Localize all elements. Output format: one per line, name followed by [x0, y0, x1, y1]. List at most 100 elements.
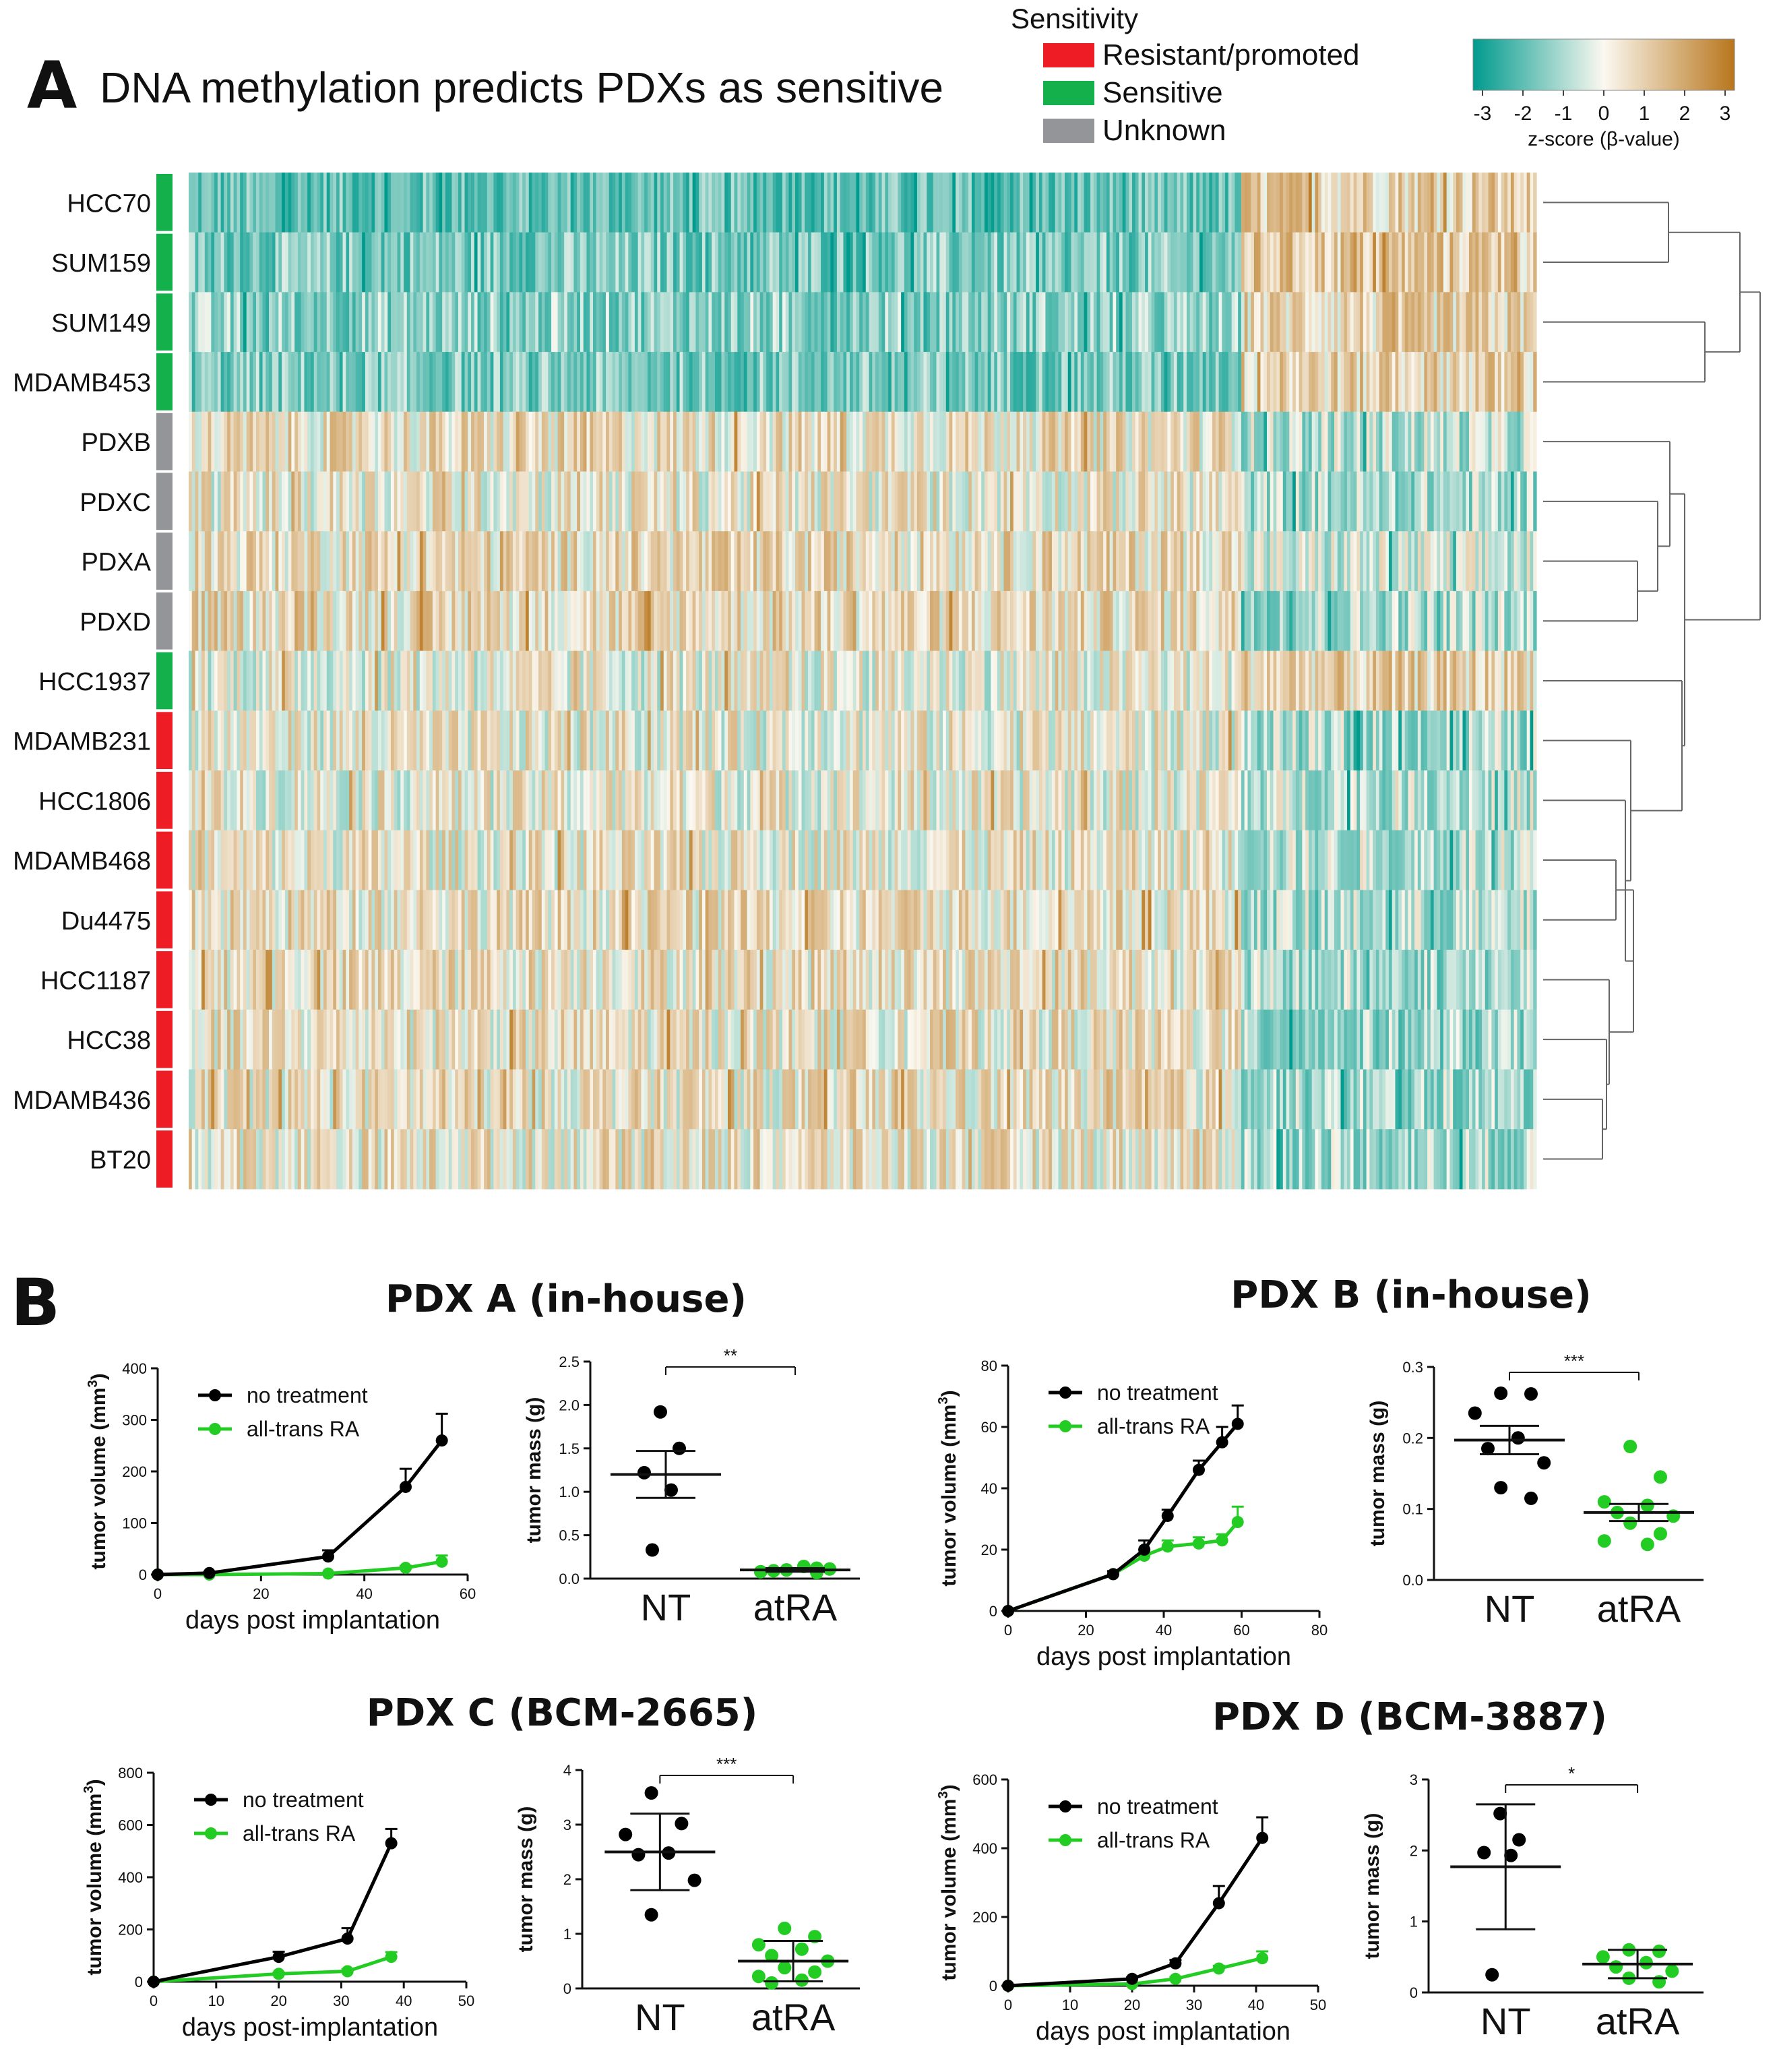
heatmap-cell [439, 710, 443, 771]
heatmap-cell [708, 531, 712, 592]
heatmap-cell [266, 650, 270, 711]
heatmap-cell [1206, 590, 1210, 652]
heatmap-cell [317, 411, 321, 472]
heatmap-cell [1241, 352, 1245, 413]
heatmap-cell [734, 411, 738, 472]
heatmap-cell [1065, 292, 1069, 353]
heatmap-cell [301, 590, 305, 652]
heatmap-cell [984, 471, 989, 532]
heatmap-cell [493, 830, 497, 890]
heatmap-cell [497, 292, 501, 353]
heatmap-cell [1215, 770, 1220, 831]
heatmap-cell [484, 411, 488, 472]
heatmap-cell [766, 232, 770, 293]
heatmap-cell [458, 471, 462, 532]
heatmap-cell [637, 830, 642, 890]
heatmap-cell [1151, 770, 1155, 831]
heatmap-cell [1148, 590, 1152, 652]
heatmap-cell [230, 471, 235, 532]
heatmap-cell [1013, 590, 1018, 652]
heatmap-cell [214, 830, 218, 890]
heatmap-cell [782, 173, 786, 233]
heatmap-cell [971, 173, 976, 233]
heatmap-cell [1142, 531, 1146, 592]
heatmap-cell [1071, 292, 1075, 353]
heatmap-cell [580, 590, 584, 652]
heatmap-cell [705, 710, 710, 771]
heatmap-cell [1414, 232, 1418, 293]
heatmap-cell [910, 531, 914, 592]
heatmap-cell [490, 292, 494, 353]
heatmap-cell [821, 352, 825, 413]
heatmap-cell [1067, 650, 1072, 711]
heatmap-cell [776, 650, 780, 711]
heatmap-cell [224, 232, 228, 293]
heatmap-cell [307, 830, 311, 890]
heatmap-cell [326, 471, 331, 532]
heatmap-cell [1424, 590, 1428, 652]
heatmap-cell [1459, 770, 1464, 831]
heatmap-cell [259, 710, 263, 771]
heatmap-cell [435, 590, 440, 652]
heatmap-cell [253, 471, 257, 532]
heatmap-cell [224, 292, 228, 353]
heatmap-cell [1090, 650, 1094, 711]
heatmap-cell [1449, 531, 1454, 592]
heatmap-cell [730, 232, 735, 293]
heatmap-cell [1038, 232, 1043, 293]
heatmap-cell [737, 411, 741, 472]
heatmap-cell [1100, 590, 1104, 652]
heatmap-cell [1366, 531, 1370, 592]
panel-a-letter: A [27, 48, 77, 123]
heatmap-cell [914, 830, 918, 890]
heatmap-cell [249, 590, 253, 652]
heatmap-cell [567, 292, 571, 353]
heatmap-cell [208, 292, 212, 353]
heatmap-cell [965, 590, 969, 652]
heatmap-cell [1440, 710, 1444, 771]
heatmap-cell [849, 650, 854, 711]
heatmap-cell [1523, 650, 1528, 711]
heatmap-cell [943, 770, 947, 831]
heatmap-cell [1495, 650, 1499, 711]
heatmap-cell [625, 650, 629, 711]
heatmap-cell [291, 173, 295, 233]
heatmap-cell [1472, 292, 1476, 353]
heatmap-cell [262, 770, 266, 831]
heatmap-cell [1189, 173, 1194, 233]
heatmap-cell [1180, 173, 1184, 233]
heatmap-cell [991, 531, 995, 592]
heatmap-cell [1507, 770, 1511, 831]
heatmap-cell [497, 830, 501, 890]
heatmap-cell [323, 531, 327, 592]
heatmap-cell [346, 650, 350, 711]
heatmap-cell [204, 710, 209, 771]
heatmap-cell [708, 590, 712, 652]
heatmap-cell [1417, 770, 1422, 831]
heatmap-cell [621, 173, 626, 233]
heatmap-cell [612, 173, 616, 233]
heatmap-cell [535, 770, 539, 831]
heatmap-cell [634, 292, 639, 353]
heatmap-cell [1164, 770, 1168, 831]
heatmap-cell [1373, 770, 1377, 831]
heatmap-cell [461, 352, 466, 413]
heatmap-cell [637, 650, 642, 711]
heatmap-cell [419, 292, 424, 353]
heatmap-cell [785, 352, 790, 413]
heatmap-cell [795, 471, 799, 532]
heatmap-cell [863, 471, 867, 532]
heatmap-cell [1385, 411, 1390, 472]
heatmap-cell [657, 590, 661, 652]
heatmap-cell [336, 650, 340, 711]
heatmap-cell [1193, 173, 1197, 233]
heatmap-cell [708, 232, 712, 293]
heatmap-cell [249, 830, 253, 890]
heatmap-cell [1395, 770, 1399, 831]
heatmap-cell [1276, 411, 1280, 472]
heatmap-cell [1132, 411, 1136, 472]
heatmap-cell [593, 232, 597, 293]
heatmap-cell [1373, 710, 1377, 771]
heatmap-cell [676, 173, 681, 233]
heatmap-cell [1113, 352, 1117, 413]
